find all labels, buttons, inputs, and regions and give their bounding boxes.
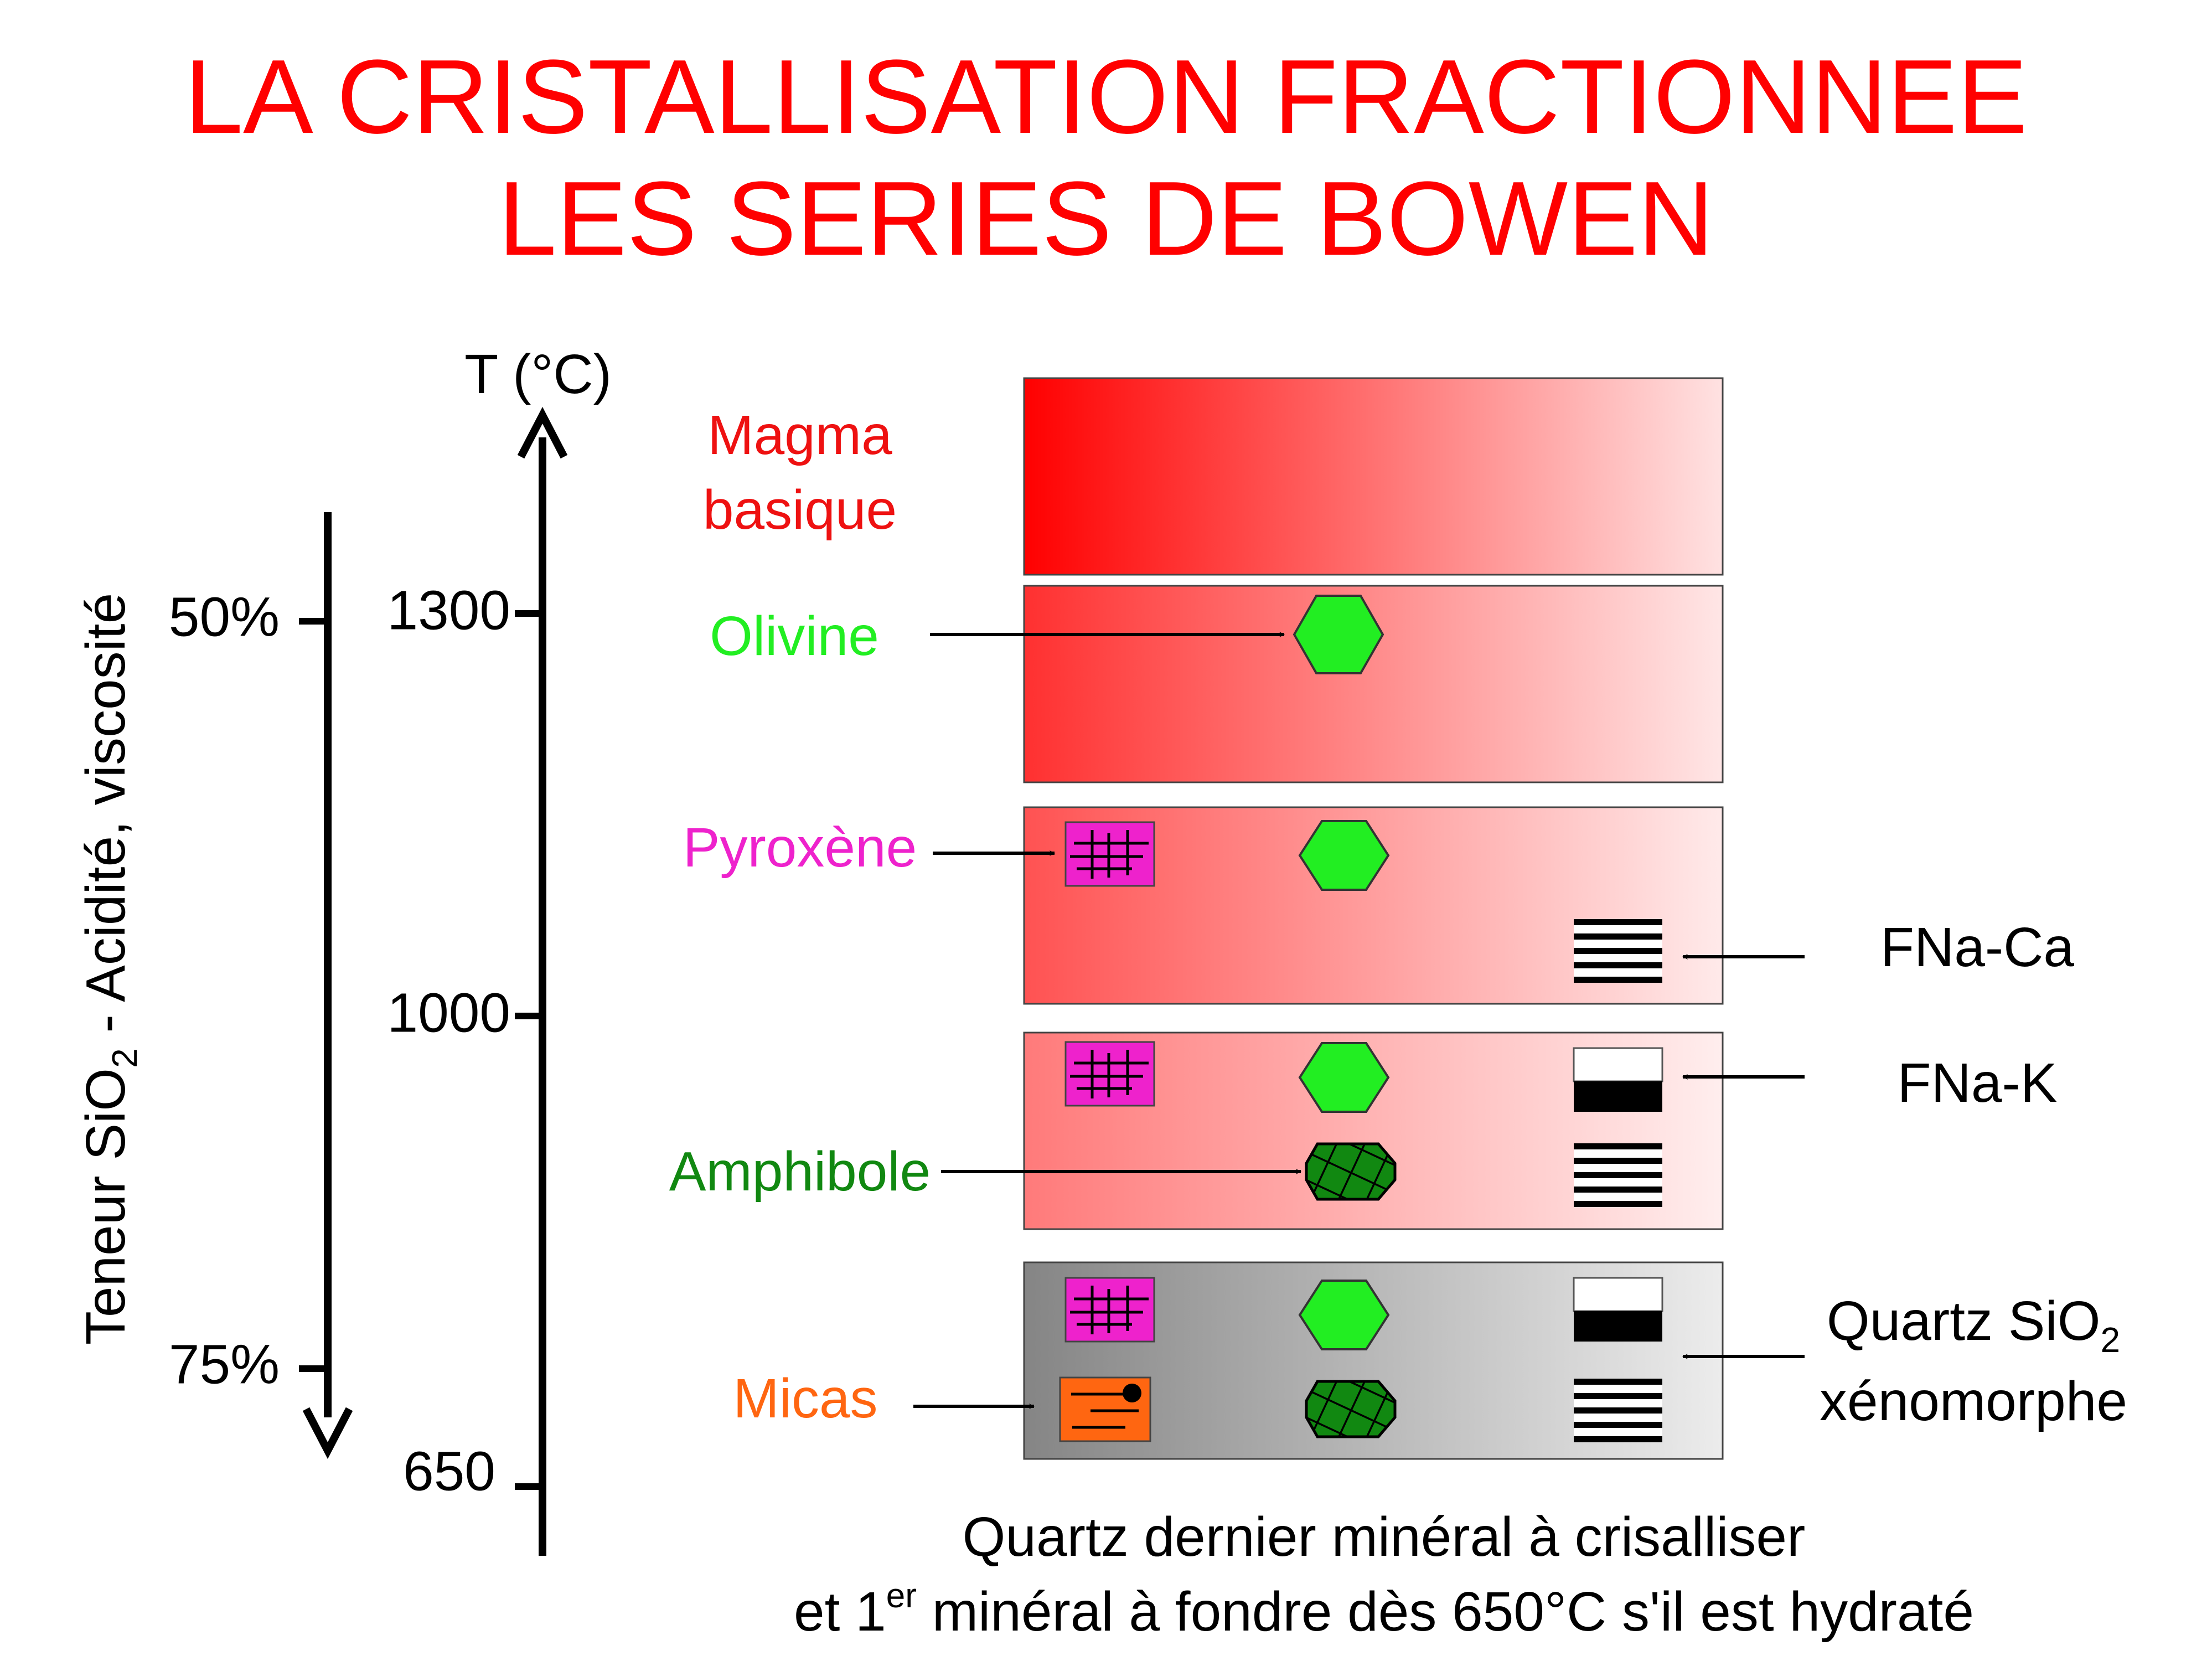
green-hexagon-icon bbox=[1298, 1042, 1390, 1113]
olivine-label: Olivine bbox=[710, 605, 879, 667]
magenta-cleavage-grid-icon bbox=[1064, 821, 1155, 887]
amphibole-label: Amphibole bbox=[669, 1141, 931, 1203]
silica-tick-75: 75% bbox=[169, 1333, 280, 1395]
footer-line-2: et 1er minéral à fondre dès 650°C s'il e… bbox=[794, 1577, 1974, 1643]
temperature-tick-650: 650 bbox=[403, 1440, 495, 1502]
quartz-label-line-2: xénomorphe bbox=[1820, 1370, 2127, 1432]
striped-feldspar-icon bbox=[1574, 1143, 1662, 1207]
striped-feldspar-icon bbox=[1574, 919, 1662, 983]
temperature-axis-label: T (°C) bbox=[464, 343, 612, 405]
magma-box bbox=[1023, 377, 1724, 576]
silica-axis bbox=[299, 512, 353, 1459]
olivine-stage-box bbox=[1023, 585, 1724, 783]
temperature-axis bbox=[515, 406, 568, 1556]
magenta-cleavage-grid-icon bbox=[1064, 1041, 1155, 1107]
temperature-tick-1300: 1300 bbox=[387, 579, 510, 641]
temperature-tick-1000: 1000 bbox=[387, 982, 510, 1044]
title-line-2: LES SERIES DE BOWEN bbox=[498, 160, 1714, 277]
green-hexagon-icon bbox=[1298, 820, 1390, 891]
magenta-cleavage-grid-icon bbox=[1064, 1277, 1155, 1343]
title-line-1: LA CRISTALLISATION FRACTIONNEE bbox=[184, 38, 2028, 156]
dark-green-crosshatch-icon bbox=[1305, 1380, 1397, 1438]
pyroxene-label: Pyroxène bbox=[683, 817, 917, 879]
silica-tick-50: 50% bbox=[169, 586, 280, 648]
green-hexagon-icon bbox=[1293, 595, 1384, 674]
orange-mica-icon bbox=[1059, 1376, 1151, 1442]
quartz-label-line-1: Quartz SiO2 bbox=[1827, 1290, 2120, 1360]
magma-label-line-2: basique bbox=[703, 479, 897, 541]
green-hexagon-icon bbox=[1298, 1280, 1390, 1350]
micas-label: Micas bbox=[733, 1368, 877, 1430]
silica-axis-label: Teneur SiO2 - Acidité, viscosité bbox=[75, 593, 144, 1345]
dark-green-crosshatch-icon bbox=[1305, 1142, 1397, 1201]
two-tone-feldspar-icon bbox=[1573, 1277, 1663, 1342]
magma-label-line-1: Magma bbox=[707, 404, 892, 466]
fna-k-label: FNa-K bbox=[1898, 1052, 2058, 1114]
fna-ca-label: FNa-Ca bbox=[1880, 916, 2074, 978]
striped-feldspar-icon bbox=[1574, 1379, 1662, 1442]
footer-line-1: Quartz dernier minéral à crisalliser bbox=[963, 1506, 1806, 1568]
two-tone-feldspar-icon bbox=[1573, 1047, 1663, 1112]
